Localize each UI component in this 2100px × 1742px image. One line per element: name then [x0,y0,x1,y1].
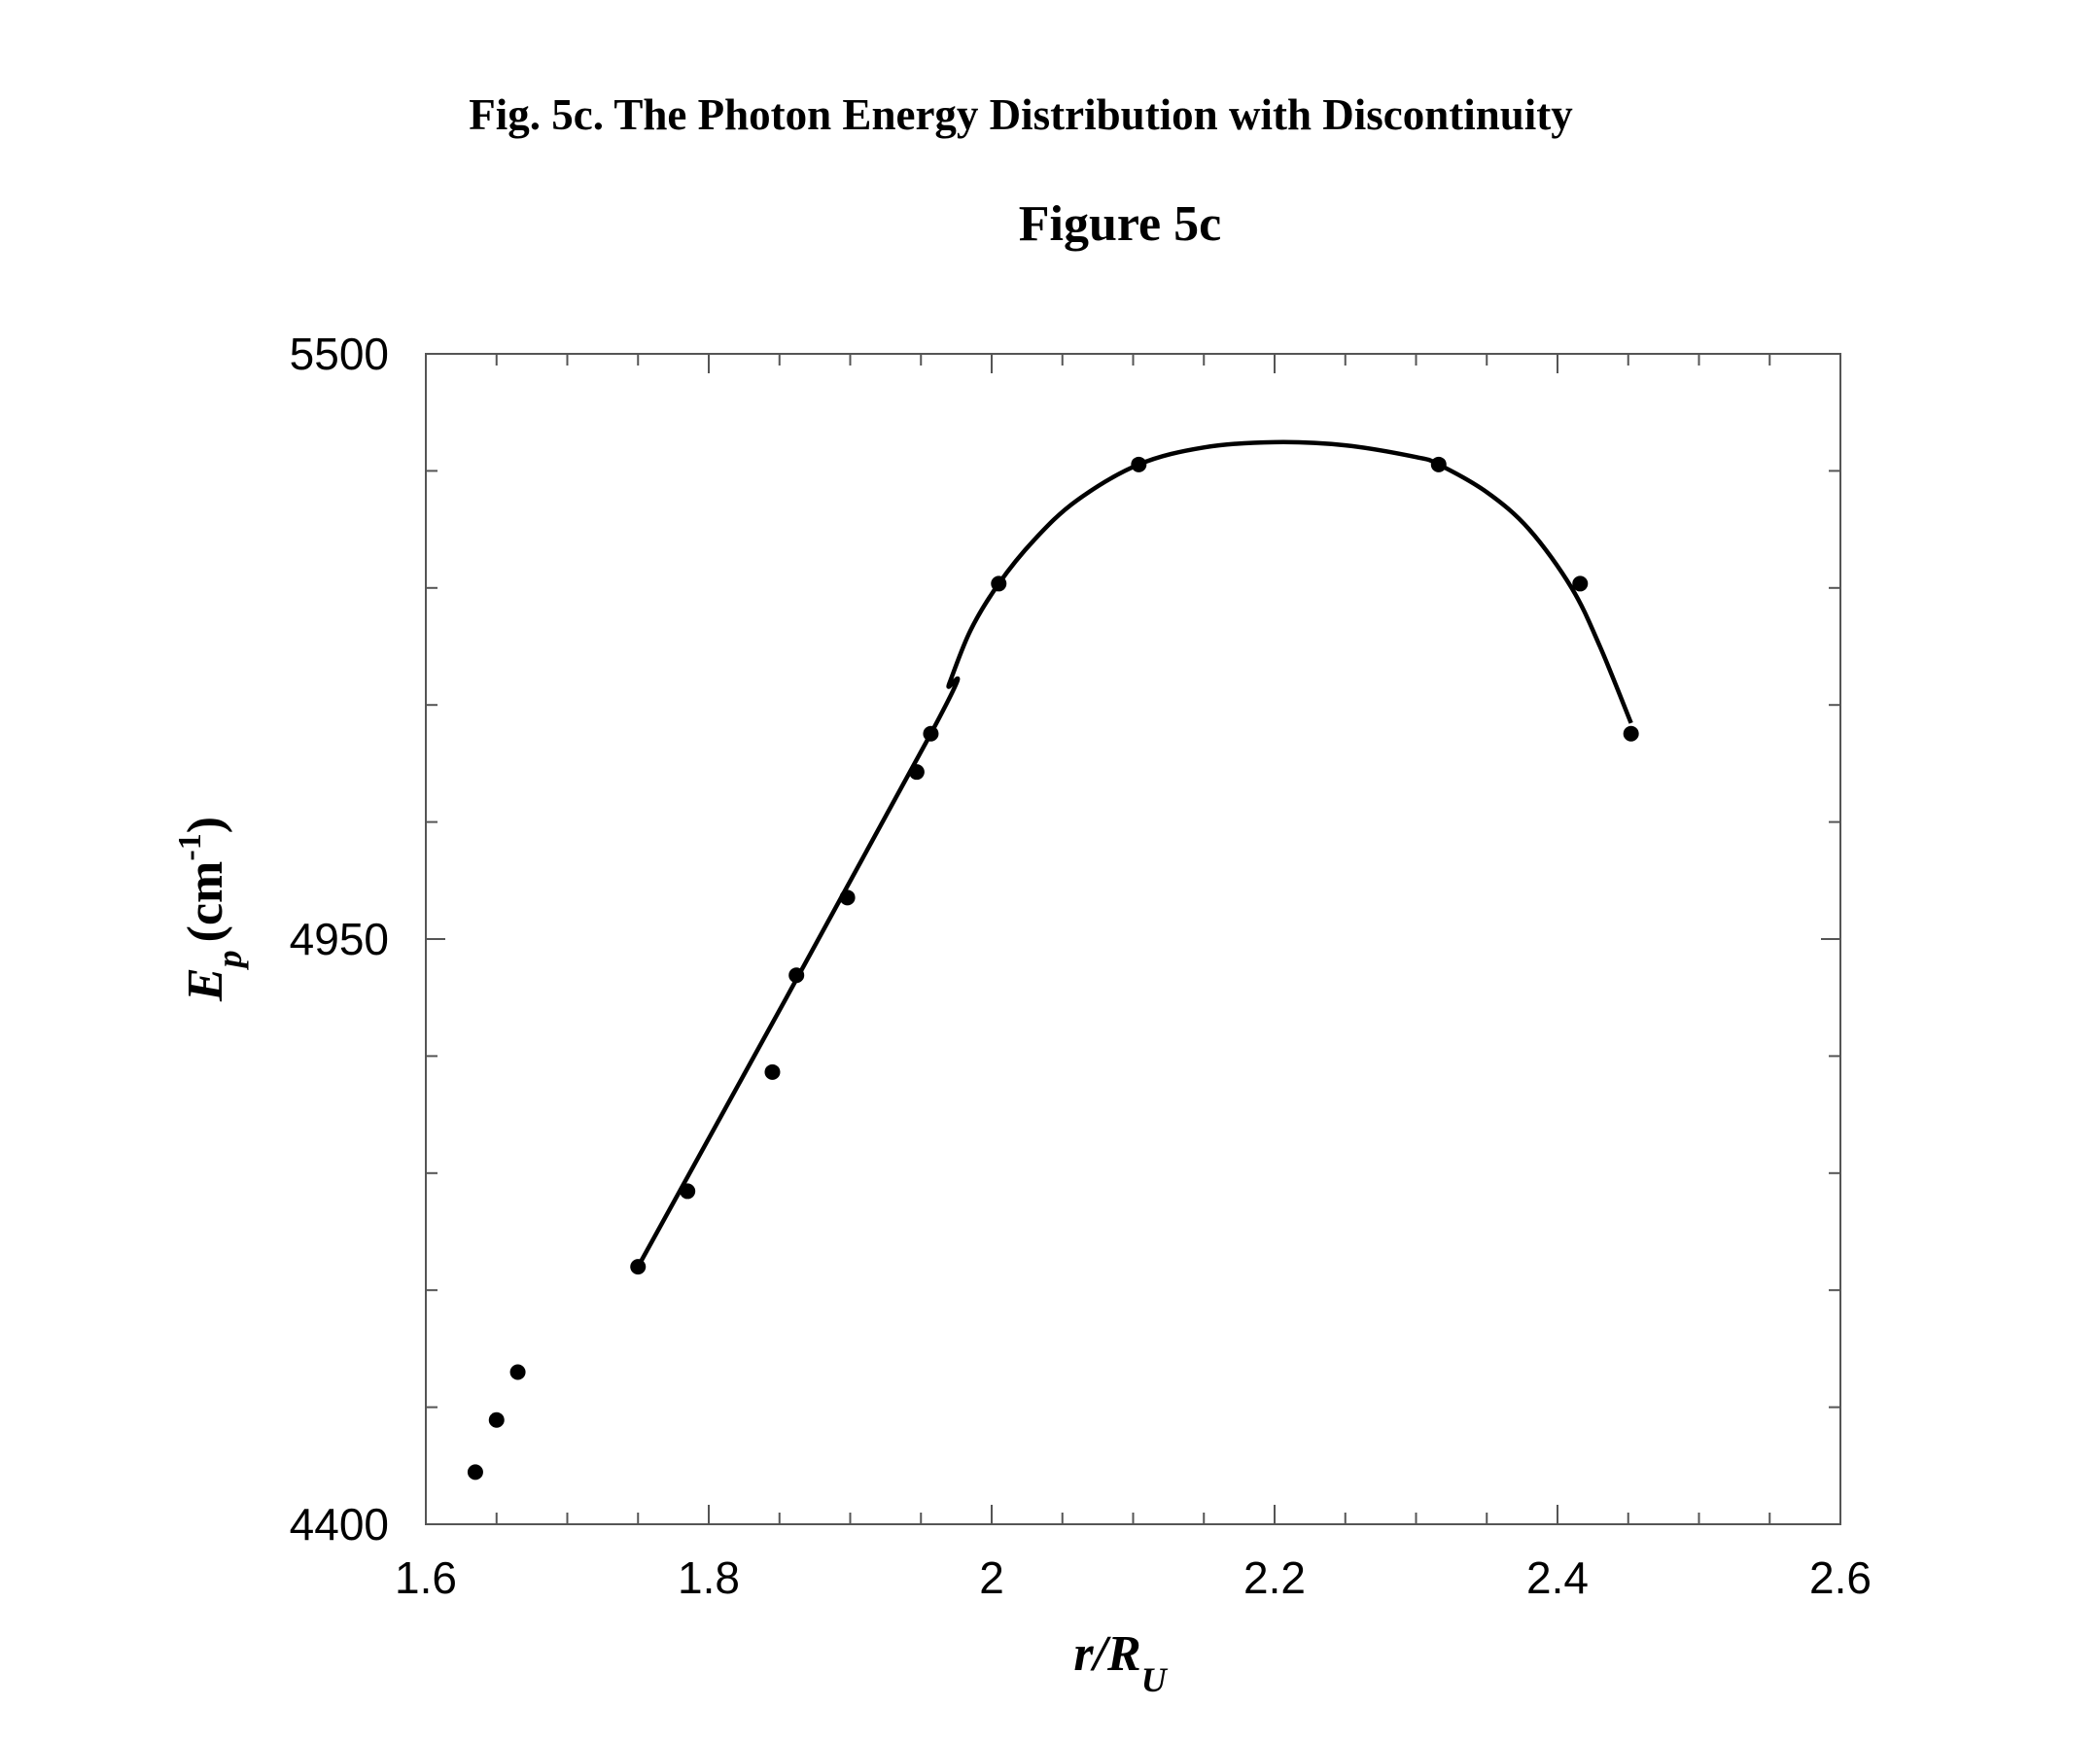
x-axis-label-main: r/R [1073,1626,1140,1682]
data-point [1430,456,1447,472]
y-axis-label-unit: (cm [178,861,233,943]
data-point [908,764,925,781]
data-point [680,1183,696,1200]
x-axis-label-sub: U [1141,1660,1169,1699]
plot-frame [425,353,1841,1525]
x-axis-label: r/RU [1073,1626,1168,1699]
y-tick-label: 4950 [290,914,389,964]
y-tick-label: 4400 [290,1499,389,1550]
data-point [467,1464,483,1481]
data-points [467,456,1639,1481]
y-axis-label-unit-sup: -1 [172,833,208,860]
data-point [923,725,939,742]
data-point [630,1259,647,1275]
data-point [1572,575,1589,592]
plot-axes [425,353,1841,1525]
data-point [509,1364,526,1380]
y-tick-labels: 4400 4950 5500 [290,329,389,1550]
fit-line [636,439,1633,1269]
x-tick-label: 1.8 [678,1552,740,1603]
x-tick-label: 2.4 [1526,1552,1589,1603]
chart-title: Figure 5c [1019,196,1221,252]
data-point [1131,456,1147,472]
y-axis-label-unit-close: ) [178,817,233,833]
data-point [788,967,805,984]
x-tick-label: 2 [979,1552,1004,1603]
y-tick-label: 5500 [290,329,389,379]
data-point [488,1411,505,1428]
x-tick-label: 1.6 [395,1552,457,1603]
data-point [764,1063,781,1080]
data-point [839,889,856,906]
y-axis-label-main: E [178,967,233,1002]
x-tick-label: 2.6 [1809,1552,1872,1603]
x-tick-label: 2.2 [1243,1552,1306,1603]
y-axis-label: Ep (cm-1) [172,817,249,1002]
data-point [991,575,1007,592]
figure-caption: Fig. 5c. The Photon Energy Distribution … [469,90,1573,139]
y-axis-label-sub: p [210,950,249,970]
x-tick-labels: 1.6 1.8 2 2.2 2.4 2.6 [395,1552,1872,1603]
data-point [1623,725,1639,742]
